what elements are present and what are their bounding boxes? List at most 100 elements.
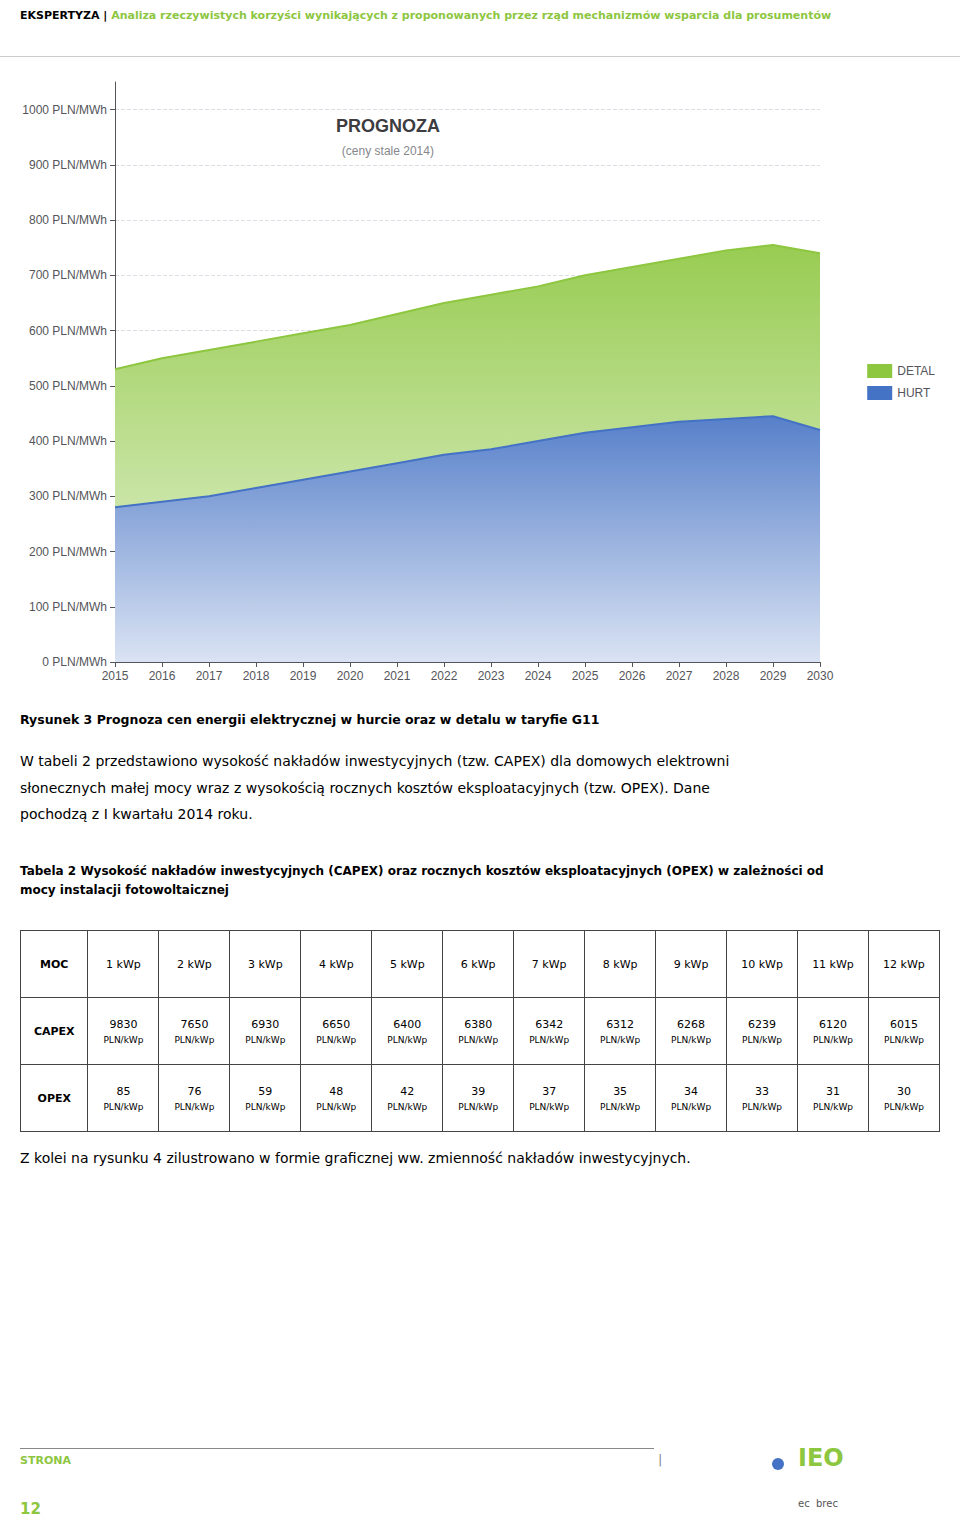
html-text:PLN/kWp: PLN/kWp	[600, 1034, 641, 1045]
html-text:9830: 9830	[109, 1017, 138, 1031]
html-text:PLN/kWp: PLN/kWp	[103, 1034, 144, 1045]
html-text:48: 48	[329, 1084, 344, 1098]
svg-text:2018: 2018	[243, 669, 270, 683]
html-text:PLN/kWp: PLN/kWp	[671, 1034, 712, 1045]
html-text:6268: 6268	[677, 1017, 706, 1031]
html-text:MOC: MOC	[40, 957, 69, 971]
html-text:33: 33	[755, 1084, 769, 1098]
html-text:PLN/kWp: PLN/kWp	[813, 1034, 853, 1045]
html-text:Tabela 2 Wysokość nakładów inw: Tabela 2 Wysokość nakładów inwestycyjnyc…	[20, 864, 824, 878]
html-text:76: 76	[187, 1084, 202, 1098]
html-text:PLN/kWp: PLN/kWp	[884, 1034, 924, 1045]
html-text:34: 34	[684, 1084, 699, 1098]
html-text:PLN/kWp: PLN/kWp	[316, 1101, 357, 1112]
svg-text:2027: 2027	[666, 669, 693, 683]
html-text:6239: 6239	[748, 1017, 776, 1031]
svg-text:HURT: HURT	[897, 386, 931, 400]
html-text:6650: 6650	[322, 1017, 351, 1031]
html-text:7650: 7650	[180, 1017, 209, 1031]
html-text:7 kWp: 7 kWp	[531, 957, 567, 971]
html-text:pochodzą z I kwartału 2014 rok: pochodzą z I kwartału 2014 roku.	[20, 806, 253, 823]
svg-text:2020: 2020	[337, 669, 364, 683]
html-text:IEO: IEO	[798, 1444, 844, 1472]
svg-text:900 PLN/MWh: 900 PLN/MWh	[29, 158, 107, 172]
svg-text:2030: 2030	[807, 669, 834, 683]
html-text:STRONA: STRONA	[20, 1454, 71, 1467]
html-text:9 kWp: 9 kWp	[673, 957, 709, 971]
svg-text:1000 PLN/MWh: 1000 PLN/MWh	[22, 103, 107, 117]
html-text:5 kWp: 5 kWp	[389, 957, 425, 971]
html-text:PLN/kWp: PLN/kWp	[103, 1101, 144, 1112]
svg-text:600 PLN/MWh: 600 PLN/MWh	[29, 324, 107, 338]
html-text:CAPEX: CAPEX	[33, 1024, 75, 1038]
svg-text:2028: 2028	[713, 669, 740, 683]
html-text:6400: 6400	[393, 1017, 422, 1031]
html-text:PLN/kWp: PLN/kWp	[387, 1101, 428, 1112]
html-text:OPEX: OPEX	[37, 1091, 71, 1105]
svg-text:2021: 2021	[384, 669, 411, 683]
svg-text:2015: 2015	[102, 669, 129, 683]
svg-text:700 PLN/MWh: 700 PLN/MWh	[29, 268, 107, 282]
svg-text:300 PLN/MWh: 300 PLN/MWh	[29, 489, 107, 503]
svg-text:2019: 2019	[290, 669, 317, 683]
html-text:1 kWp: 1 kWp	[106, 957, 141, 971]
svg-text:400 PLN/MWh: 400 PLN/MWh	[29, 434, 107, 448]
html-text:6342: 6342	[535, 1017, 564, 1031]
html-text:Rysunek 3 Prognoza cen energii: Rysunek 3 Prognoza cen energii elektrycz…	[20, 712, 600, 727]
html-text:PLN/kWp: PLN/kWp	[742, 1034, 782, 1045]
svg-text:PROGNOZA: PROGNOZA	[336, 116, 440, 136]
html-text:PLN/kWp: PLN/kWp	[387, 1034, 428, 1045]
svg-text:2016: 2016	[149, 669, 176, 683]
html-text:6015: 6015	[890, 1017, 918, 1031]
html-text:4 kWp: 4 kWp	[319, 957, 354, 971]
svg-text:2022: 2022	[431, 669, 458, 683]
html-text:8 kWp: 8 kWp	[602, 957, 638, 971]
html-text:6 kWp: 6 kWp	[460, 957, 496, 971]
html-text:10 kWp: 10 kWp	[741, 957, 783, 971]
html-text:6930: 6930	[251, 1017, 280, 1031]
html-text:PLN/kWp: PLN/kWp	[174, 1034, 215, 1045]
html-text:6120: 6120	[819, 1017, 847, 1031]
html-text:85: 85	[116, 1084, 131, 1098]
html-text:31: 31	[826, 1084, 840, 1098]
svg-text:2023: 2023	[478, 669, 505, 683]
html-text:Z kolei na rysunku 4 zilustrow: Z kolei na rysunku 4 zilustrowano w form…	[20, 1150, 691, 1166]
svg-text:500 PLN/MWh: 500 PLN/MWh	[29, 379, 107, 393]
html-text:PLN/kWp: PLN/kWp	[529, 1034, 570, 1045]
html-text:PLN/kWp: PLN/kWp	[458, 1101, 499, 1112]
html-text:39: 39	[471, 1084, 486, 1098]
html-text:12: 12	[20, 1500, 41, 1518]
html-text:59: 59	[258, 1084, 273, 1098]
svg-text:DETAL: DETAL	[897, 364, 935, 378]
html-text:42: 42	[400, 1084, 415, 1098]
svg-text:800 PLN/MWh: 800 PLN/MWh	[29, 213, 107, 227]
html-text:EKSPERTYZA | Analiza rzeczywis: EKSPERTYZA | Analiza rzeczywistych korzy…	[20, 9, 832, 22]
html-text:11 kWp: 11 kWp	[812, 957, 854, 971]
html-text:30: 30	[897, 1084, 911, 1098]
svg-text:200 PLN/MWh: 200 PLN/MWh	[29, 545, 107, 559]
html-text:słonecznych małej mocy wraz z: słonecznych małej mocy wraz z wysokością…	[20, 779, 710, 796]
svg-text:2025: 2025	[572, 669, 599, 683]
svg-text:2017: 2017	[196, 669, 223, 683]
html-text:PLN/kWp: PLN/kWp	[529, 1101, 570, 1112]
html-text:6380: 6380	[464, 1017, 493, 1031]
html-text:PLN/kWp: PLN/kWp	[458, 1034, 499, 1045]
html-text:PLN/kWp: PLN/kWp	[245, 1034, 286, 1045]
html-text:37: 37	[542, 1084, 557, 1098]
html-text:PLN/kWp: PLN/kWp	[316, 1034, 357, 1045]
html-text:PLN/kWp: PLN/kWp	[174, 1101, 215, 1112]
svg-text:(ceny stale 2014): (ceny stale 2014)	[342, 144, 434, 158]
html-text:mocy instalacji fotowoltaiczne: mocy instalacji fotowoltaicznej	[20, 883, 229, 898]
svg-text:2024: 2024	[525, 669, 552, 683]
html-text:PLN/kWp: PLN/kWp	[245, 1101, 286, 1112]
html-text:W tabeli 2 przedstawiono wysok: W tabeli 2 przedstawiono wysokość nakład…	[20, 753, 730, 769]
html-text:3 kWp: 3 kWp	[248, 957, 283, 971]
svg-text:2026: 2026	[619, 669, 646, 683]
html-text:6312: 6312	[606, 1017, 635, 1031]
html-text:2 kWp: 2 kWp	[177, 957, 212, 971]
svg-text:100 PLN/MWh: 100 PLN/MWh	[29, 600, 107, 614]
html-text:35: 35	[613, 1084, 628, 1098]
html-text:12 kWp: 12 kWp	[883, 957, 925, 971]
svg-text:0 PLN/MWh: 0 PLN/MWh	[42, 655, 107, 669]
svg-text:2029: 2029	[760, 669, 787, 683]
